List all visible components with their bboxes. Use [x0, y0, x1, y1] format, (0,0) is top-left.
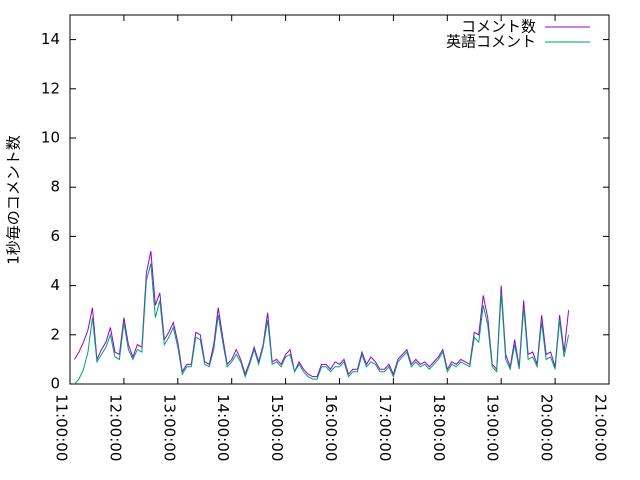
series-line [74, 251, 570, 378]
x-tick-label: 15:00:00 [268, 394, 286, 461]
y-axis-label: 1秒毎のコメント数 [5, 135, 23, 265]
x-tick-label: 20:00:00 [538, 394, 556, 461]
legend-label: 英語コメント [446, 33, 536, 51]
series-line [74, 263, 570, 385]
x-tick-label: 14:00:00 [214, 394, 232, 461]
x-tick-label: 12:00:00 [106, 394, 124, 461]
y-tick-label: 12 [41, 79, 60, 97]
y-tick-label: 10 [41, 129, 60, 147]
x-tick-label: 16:00:00 [322, 394, 340, 461]
y-tick-label: 8 [50, 178, 60, 196]
y-tick-label: 6 [50, 227, 60, 245]
x-tick-label: 11:00:00 [53, 394, 71, 461]
plot-frame [69, 14, 610, 385]
y-tick-label: 14 [41, 30, 60, 48]
x-tick-label: 18:00:00 [430, 394, 448, 461]
y-tick-label: 0 [50, 375, 60, 393]
legend-label: コメント数 [461, 18, 536, 36]
y-tick-label: 4 [50, 276, 60, 294]
x-tick-label: 21:00:00 [592, 394, 610, 461]
x-tick-label: 19:00:00 [484, 394, 502, 461]
x-tick-label: 17:00:00 [376, 394, 394, 461]
y-tick-label: 2 [50, 325, 60, 343]
x-tick-label: 13:00:00 [160, 394, 178, 461]
